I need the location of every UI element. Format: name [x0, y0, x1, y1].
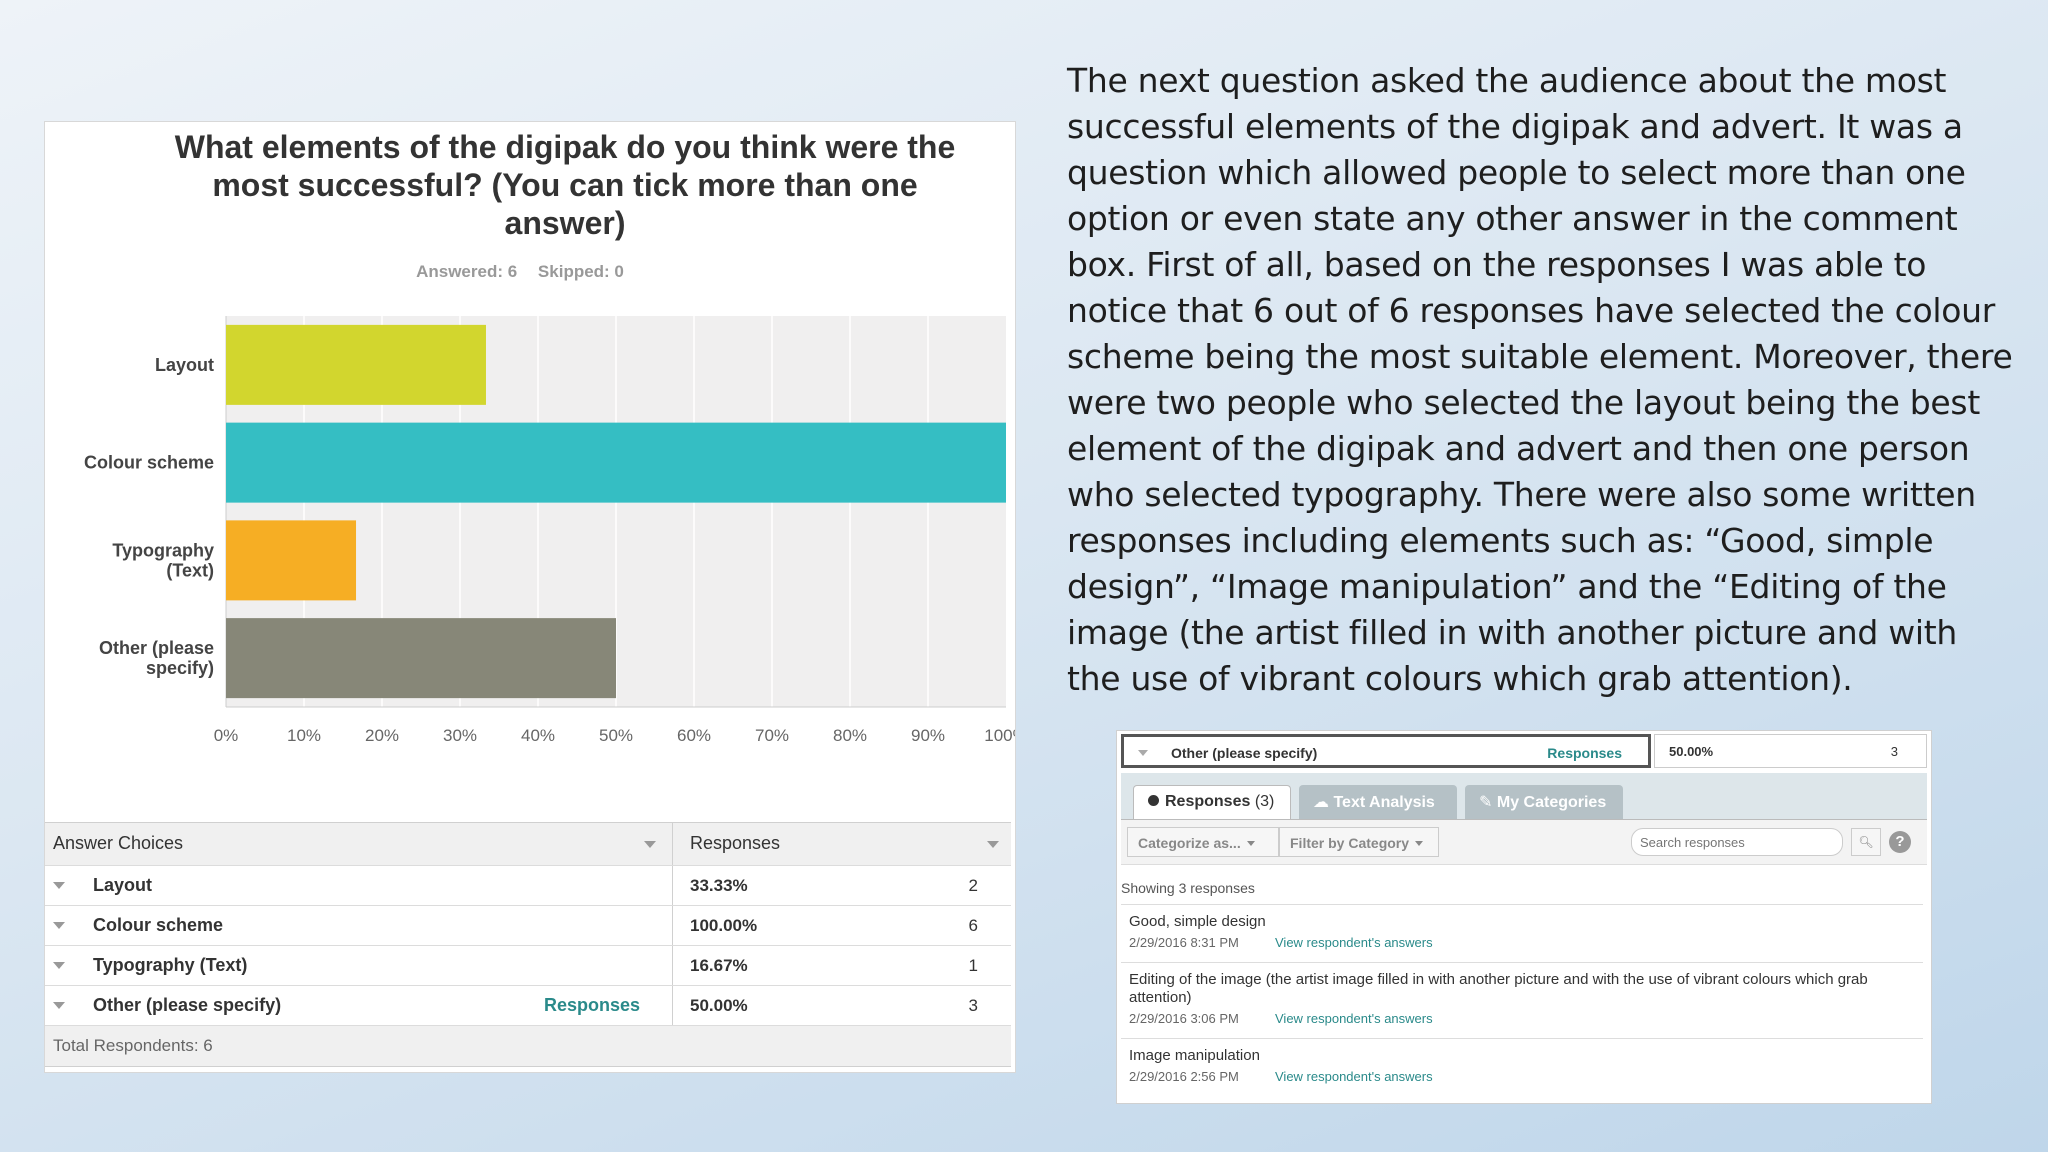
search-icon[interactable]: 🔍︎ — [1851, 828, 1881, 856]
collapse-caret-icon[interactable] — [1138, 750, 1148, 756]
skipped-count: Skipped: 0 — [537, 262, 624, 281]
x-tick-label: 100% — [984, 726, 1015, 745]
chevron-down-icon — [1415, 841, 1424, 846]
x-tick-label: 50% — [599, 726, 633, 745]
other-specify-row[interactable]: Other (please specify) Responses — [1121, 734, 1651, 768]
chevron-down-icon — [1246, 841, 1255, 846]
other-responses-link[interactable]: Responses — [543, 995, 640, 1015]
total-respondents: Total Respondents: 6 — [53, 1036, 213, 1055]
category-label-line: Layout — [155, 355, 214, 375]
other-specify-stats: 50.00% 3 — [1654, 734, 1927, 768]
category-label-line: Colour scheme — [84, 453, 214, 473]
sort-caret-icon[interactable] — [987, 841, 999, 848]
answer-table: Answer Choices Responses Layout 33.33% 2… — [45, 822, 1011, 1067]
list-item: Image manipulation 2/29/2016 2:56 PM Vie… — [1121, 1038, 1923, 1097]
x-tick-label: 80% — [833, 726, 867, 745]
filter-button[interactable]: Filter by Category — [1279, 827, 1439, 857]
category-label-line: Other (please — [99, 638, 214, 658]
answer-percent: 16.67% — [690, 956, 748, 975]
search-input[interactable] — [1631, 828, 1843, 856]
cloud-icon: ☁ — [1313, 794, 1329, 811]
tab-text-analysis[interactable]: ☁ Text Analysis — [1299, 785, 1457, 819]
answer-count: 3 — [968, 996, 978, 1015]
showing-count: Showing 3 responses — [1121, 880, 1255, 896]
table-row: Typography (Text) 16.67% 1 — [45, 945, 1011, 986]
other-specify-label: Other (please specify) — [1171, 745, 1318, 761]
view-answers-link[interactable]: View respondent's answers — [1275, 1011, 1433, 1026]
answer-count: 2 — [968, 876, 978, 895]
tab-responses[interactable]: Responses (3) — [1133, 785, 1291, 819]
list-item: Good, simple design 2/29/2016 8:31 PM Vi… — [1121, 904, 1923, 963]
answer-label: Layout — [93, 875, 153, 895]
response-text: Editing of the image (the artist image f… — [1129, 971, 1868, 1006]
x-tick-label: 40% — [521, 726, 555, 745]
tab-area: Responses (3) ☁ Text Analysis ✎ My Categ… — [1121, 773, 1927, 1096]
bar-chart: 0% 10% 20% 30% 40% 50% 60% 70% 80% 90% 100% Layout C… — [84, 316, 1015, 745]
bar-1 — [226, 422, 1006, 503]
x-tick-label: 90% — [911, 726, 945, 745]
commentary-text: The next question asked the audience abo… — [1067, 61, 2013, 698]
category-label-line: specify) — [146, 658, 214, 678]
expand-caret-icon[interactable] — [53, 962, 65, 969]
category-label: Typography (Text) — [112, 540, 214, 580]
sort-caret-icon[interactable] — [644, 841, 656, 848]
tab-content: Categorize as... Filter by Category 🔍︎ ?… — [1121, 819, 1927, 1096]
responses-header: Other (please specify) Responses 50.00% … — [1121, 734, 1927, 770]
answer-percent: 33.33% — [690, 876, 748, 895]
bar-3 — [226, 618, 616, 699]
speech-bubble-icon — [1148, 795, 1159, 806]
answer-percent: 50.00% — [690, 996, 748, 1015]
expand-caret-icon[interactable] — [53, 882, 65, 889]
category-label-line: Typography — [112, 540, 214, 560]
responses-link[interactable]: Responses — [1547, 745, 1622, 761]
help-icon[interactable]: ? — [1889, 831, 1911, 853]
x-tick-label: 10% — [287, 726, 321, 745]
expand-caret-icon[interactable] — [53, 1002, 65, 1009]
chart-title: What elements of the digipak do you thin… — [174, 129, 956, 241]
tag-icon: ✎ — [1479, 794, 1493, 811]
answer-choices-header[interactable]: Answer Choices — [45, 822, 673, 866]
answer-percent: 100.00% — [690, 916, 758, 935]
view-answers-link[interactable]: View respondent's answers — [1275, 935, 1433, 950]
table-row: Colour scheme 100.00% 6 — [45, 905, 1011, 946]
answer-count: 6 — [968, 916, 978, 935]
tab-my-categories[interactable]: ✎ My Categories — [1465, 785, 1623, 819]
response-text: Good, simple design — [1129, 913, 1266, 930]
response-date: 2/29/2016 2:56 PM — [1129, 1069, 1239, 1084]
category-label-line: (Text) — [166, 560, 214, 580]
table-row: Other (please specify) Responses 50.00% … — [45, 985, 1011, 1026]
survey-panel: 0% 10% 20% 30% 40% 50% 60% 70% 80% 90% 100% Layout C… — [44, 121, 1016, 1073]
response-text: Image manipulation — [1129, 1047, 1260, 1064]
responses-panel: Other (please specify) Responses 50.00% … — [1116, 730, 1932, 1104]
category-label: Colour scheme — [84, 453, 214, 473]
x-tick-label: 30% — [443, 726, 477, 745]
total-row: Total Respondents: 6 — [45, 1025, 1011, 1067]
x-tick-label: 60% — [677, 726, 711, 745]
bar-0 — [226, 324, 486, 405]
answer-label: Typography (Text) — [93, 955, 248, 975]
answer-stats: Answered: 6 Skipped: 0 — [45, 262, 995, 282]
list-item: Editing of the image (the artist image f… — [1121, 962, 1923, 1039]
x-tick-label: 20% — [365, 726, 399, 745]
answered-count: Answered: 6 — [416, 262, 518, 281]
answer-label: Other (please specify) — [93, 995, 282, 1015]
table-row: Layout 33.33% 2 — [45, 865, 1011, 906]
category-label: Layout — [155, 355, 214, 375]
other-count: 3 — [1890, 744, 1898, 759]
expand-caret-icon[interactable] — [53, 922, 65, 929]
other-percent: 50.00% — [1669, 744, 1714, 759]
answer-label: Colour scheme — [93, 915, 224, 935]
category-label: Other (please specify) — [99, 638, 214, 678]
table-header: Answer Choices Responses — [45, 822, 1011, 866]
response-date: 2/29/2016 8:31 PM — [1129, 935, 1239, 950]
response-date: 2/29/2016 3:06 PM — [1129, 1011, 1239, 1026]
responses-toolbar: Categorize as... Filter by Category 🔍︎ ? — [1121, 820, 1927, 865]
bar-2 — [226, 520, 357, 601]
x-tick-label: 0% — [214, 726, 239, 745]
categorize-button[interactable]: Categorize as... — [1127, 827, 1279, 857]
x-tick-label: 70% — [755, 726, 789, 745]
responses-header[interactable]: Responses — [672, 822, 1011, 866]
answer-count: 1 — [968, 956, 978, 975]
view-answers-link[interactable]: View respondent's answers — [1275, 1069, 1433, 1084]
